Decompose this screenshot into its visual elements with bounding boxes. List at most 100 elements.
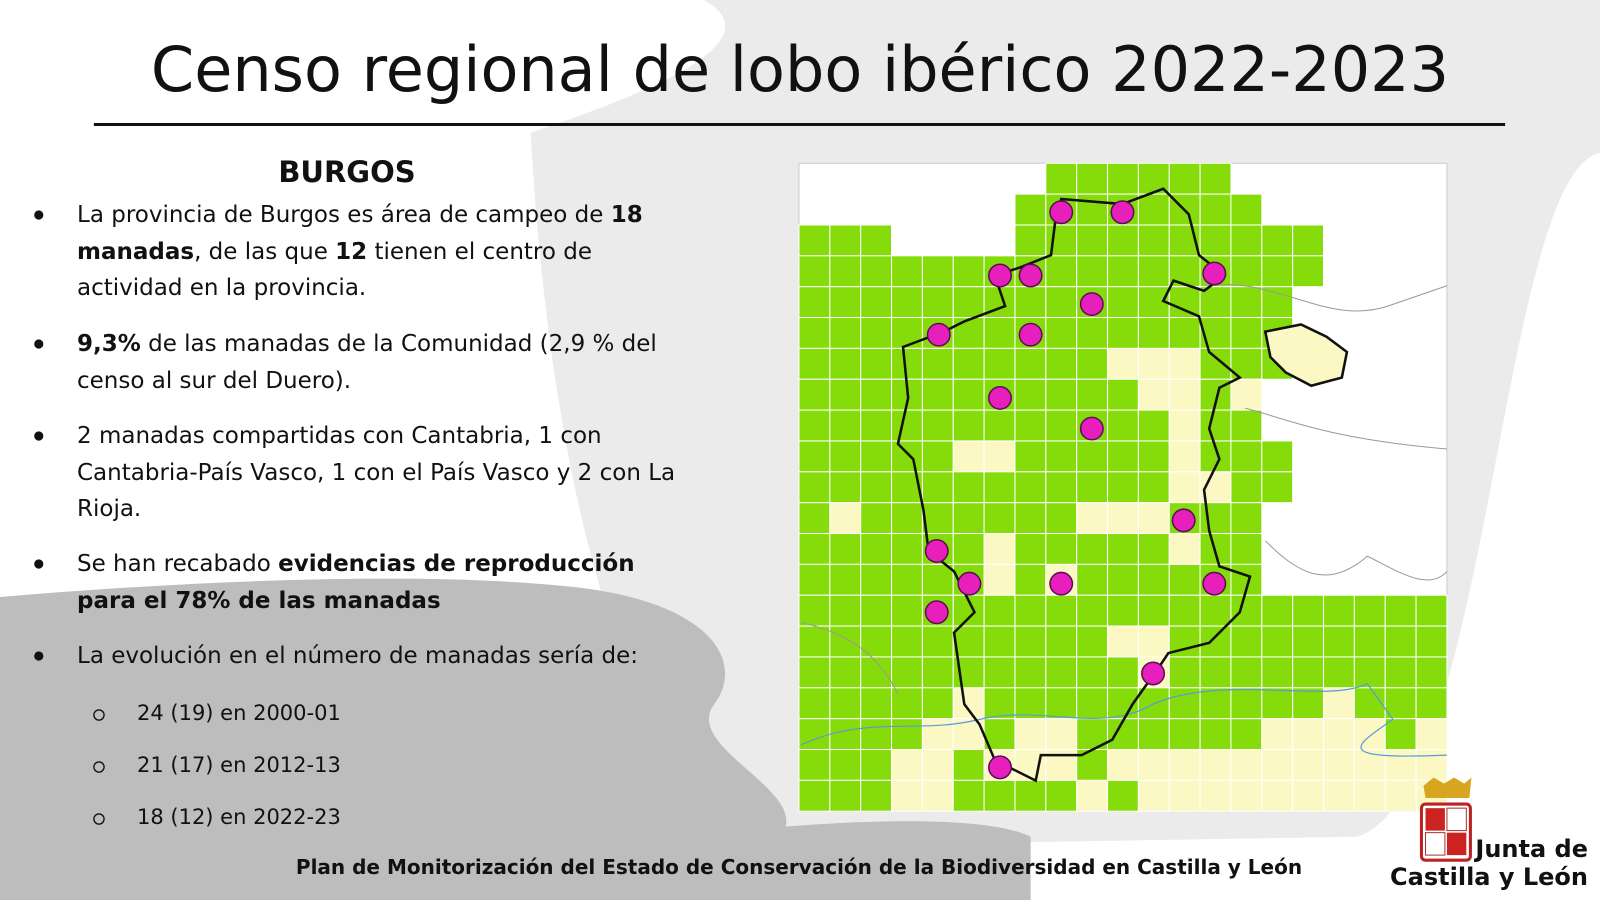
slide-title: Censo regional de lobo ibérico 2022-2023 — [150, 33, 1450, 106]
grid-cell — [952, 347, 985, 380]
grid-cell — [1137, 224, 1170, 257]
grid-cell — [952, 502, 985, 535]
grid-cell — [829, 255, 862, 288]
grid-cell — [1045, 687, 1078, 720]
grid-cell — [1230, 749, 1263, 781]
pack-location — [1202, 571, 1227, 596]
grid-cell — [1384, 779, 1417, 812]
grid-cell — [1045, 317, 1078, 349]
grid-cell — [983, 409, 1016, 442]
grid-cell — [1323, 749, 1355, 781]
grid-cell — [1384, 656, 1417, 689]
grid-cell — [1014, 409, 1047, 442]
grid-cell — [1230, 656, 1263, 689]
grid-cell — [798, 255, 831, 288]
bullet-text: tienen el centro de actividad en la prov… — [77, 238, 592, 302]
grid-cell — [798, 286, 831, 319]
grid-cell — [1107, 749, 1139, 781]
grid-cell — [891, 317, 923, 349]
grid-cell — [1199, 779, 1232, 812]
grid-cell — [829, 563, 862, 596]
grid-cell — [860, 409, 893, 442]
grid-cell — [829, 594, 862, 627]
logo-shield — [1419, 777, 1472, 862]
grid-cell — [1168, 471, 1201, 504]
pack-location — [1079, 416, 1104, 441]
grid-cell — [1076, 656, 1109, 689]
grid-cell — [1045, 656, 1078, 689]
grid-cell — [891, 440, 923, 473]
sub-marker — [93, 709, 105, 721]
grid-cell — [829, 317, 862, 349]
grid-cell — [891, 255, 923, 288]
pack-location — [1018, 322, 1043, 347]
footer: Plan de Monitorización del Estado de Con… — [295, 855, 1303, 879]
grid-cell — [860, 687, 893, 720]
bullet-text: La evolución en el número de manadas ser… — [77, 643, 639, 669]
bullet-text: 12 — [335, 238, 368, 265]
grid-cell — [952, 471, 985, 504]
grid-cell — [1384, 749, 1417, 781]
grid-cell — [860, 317, 893, 349]
grid-cell — [1261, 718, 1294, 751]
grid-cell — [1076, 193, 1109, 226]
grid-cell — [1137, 718, 1170, 751]
grid-cell — [921, 440, 954, 473]
grid-cell — [983, 625, 1016, 658]
grid-cell — [1045, 255, 1078, 288]
grid-cell — [798, 687, 831, 720]
grid-cell — [891, 502, 923, 535]
grid-cell — [798, 317, 831, 349]
bullet-dot — [34, 431, 44, 441]
sub-item: 24 (19) en 2000-01 — [137, 701, 341, 725]
grid-cell — [1323, 625, 1355, 658]
grid-cell — [1230, 193, 1263, 226]
grid-cell — [1230, 409, 1263, 442]
grid-cell — [860, 378, 893, 411]
grid-cell — [798, 625, 831, 658]
grid-cell — [952, 255, 985, 288]
grid-cell — [1107, 779, 1139, 812]
grid-cell — [798, 440, 831, 473]
grid-cell — [1230, 255, 1263, 288]
grid-cell — [860, 718, 893, 751]
grid-cell — [1045, 625, 1078, 658]
grid-cell — [1076, 625, 1109, 658]
grid-cell — [798, 378, 831, 411]
grid-cell — [1261, 224, 1294, 257]
grid-cell — [829, 409, 862, 442]
province-outline — [896, 187, 1252, 783]
grid-cell — [1261, 286, 1294, 319]
grid-cell — [1107, 471, 1139, 504]
grid-cell — [921, 779, 954, 812]
grid-cell — [921, 687, 954, 720]
grid-cell — [1230, 533, 1263, 565]
grid-cell — [1076, 317, 1109, 349]
grid-cell — [829, 347, 862, 380]
grid-cell — [798, 224, 831, 257]
grid-cell — [1168, 409, 1201, 442]
grid-cell — [829, 533, 862, 565]
bullet-text: 2 manadas compartidas con Cantabria, 1 c… — [77, 423, 676, 522]
grid-cell — [1199, 409, 1232, 442]
grid-cell — [829, 440, 862, 473]
grid-cell — [1137, 193, 1170, 226]
logo-text: Junta de — [1475, 835, 1588, 863]
grid-cell — [1137, 317, 1170, 349]
pack-location — [924, 539, 949, 564]
grid-cell — [1137, 749, 1170, 781]
bullet-text: Se han recabado — [77, 551, 279, 577]
grid-cell — [1045, 533, 1078, 565]
enclave — [1263, 323, 1349, 388]
grid-cell — [829, 656, 862, 689]
pack-location — [1110, 200, 1135, 225]
grid-cell — [1323, 594, 1355, 627]
grid-cell — [1107, 625, 1139, 658]
grid-cell — [1384, 625, 1417, 658]
grid-cell — [1045, 502, 1078, 535]
map — [798, 162, 1448, 812]
grid-cell — [798, 656, 831, 689]
grid-cell — [1045, 471, 1078, 504]
grid-cell — [921, 378, 954, 411]
grid-cell — [798, 594, 831, 627]
